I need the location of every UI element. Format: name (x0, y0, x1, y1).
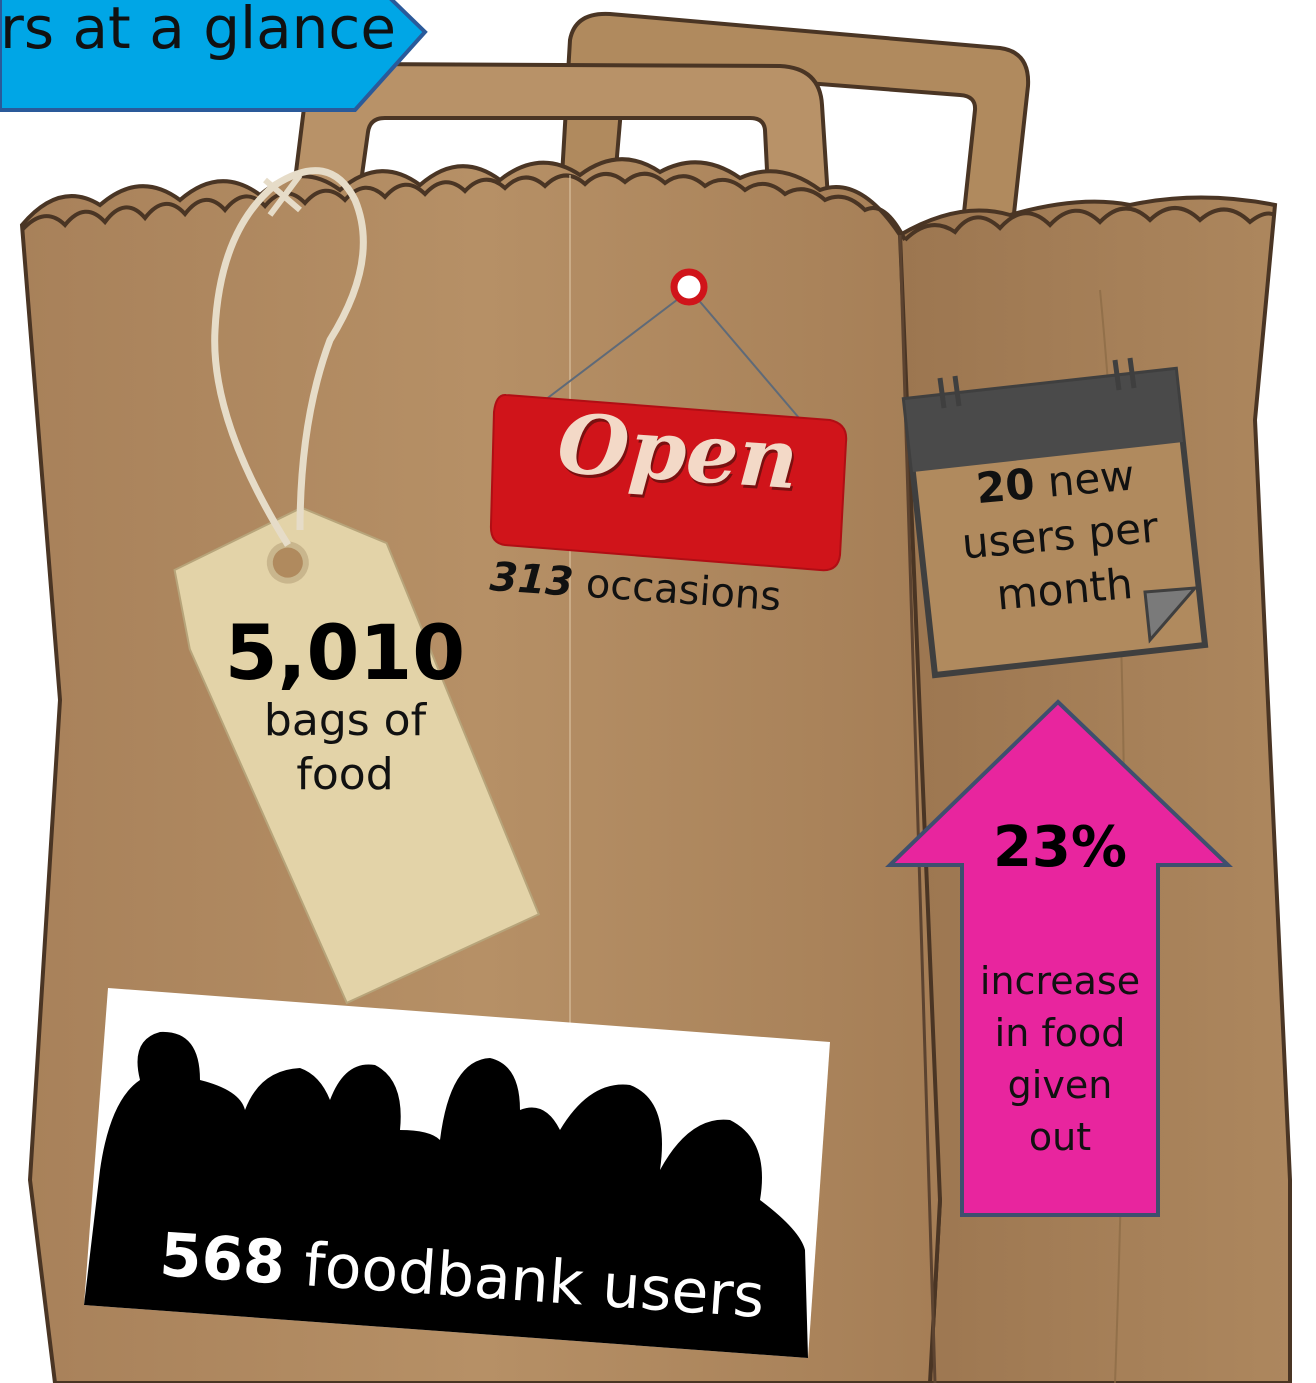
open-sign-word: Open (554, 395, 802, 509)
bags-label-line2: food (296, 749, 394, 800)
open-sign (489, 268, 848, 572)
page-title: rs at a glance (0, 0, 397, 62)
bags-label-line1: bags of (263, 695, 427, 746)
increase-percent: 23% (992, 815, 1128, 880)
tag-string (211, 167, 367, 547)
tag-label: 5,010 bags of food (180, 612, 510, 802)
bag-side-scallop-edge (903, 206, 1276, 242)
header-banner (0, 0, 428, 112)
bag-scallop-edge (20, 171, 907, 241)
new-users-count: 20 (974, 459, 1037, 514)
increase-line4: out (1028, 1115, 1092, 1159)
occasions-count: 313 (488, 554, 575, 606)
increase-line1: increase (979, 959, 1141, 1003)
users-count: 568 (157, 1220, 288, 1299)
increase-line3: given (1007, 1063, 1113, 1107)
increase-label: increase in food given out (960, 955, 1160, 1163)
calendar-graphic (901, 357, 1209, 679)
people-banner (84, 988, 830, 1358)
bags-count: 5,010 (224, 608, 466, 697)
calendar-stat: 20 new users per month (923, 444, 1196, 628)
increase-arrow (885, 699, 1233, 1217)
increase-line2: in food (994, 1011, 1126, 1055)
silhouettes (84, 1031, 808, 1358)
new-users-text-a: new (1045, 450, 1137, 507)
